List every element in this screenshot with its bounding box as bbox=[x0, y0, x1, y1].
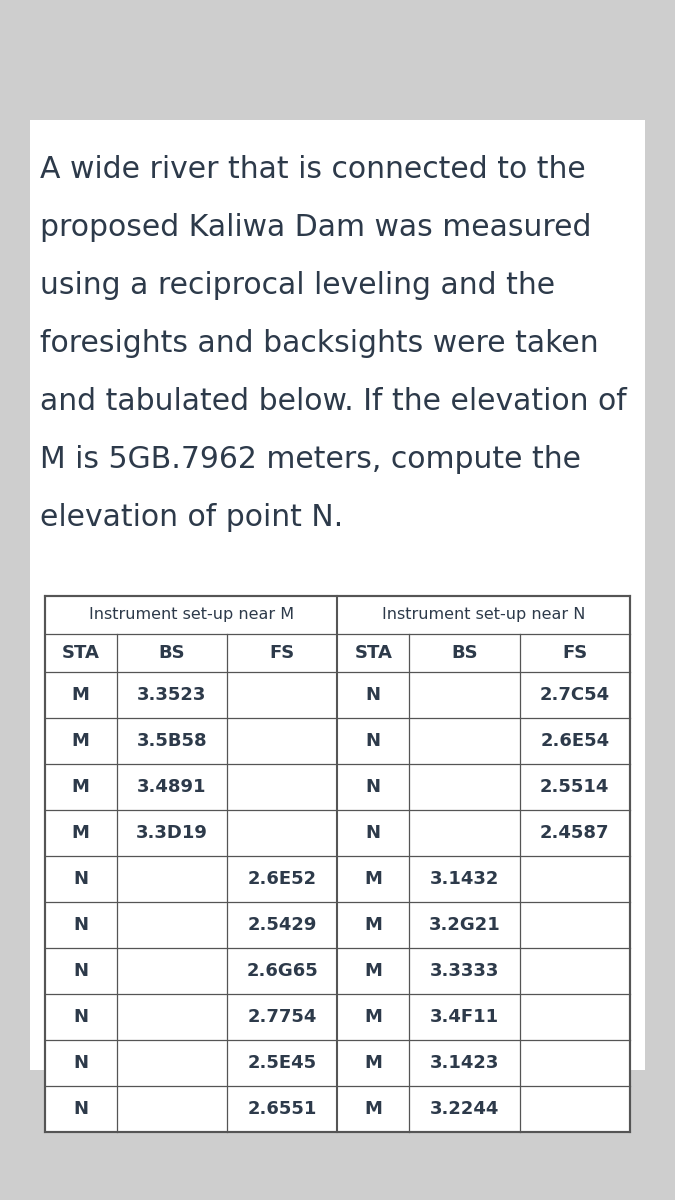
Text: N: N bbox=[74, 916, 88, 934]
Text: FS: FS bbox=[562, 644, 587, 662]
Text: 2.7C54: 2.7C54 bbox=[540, 686, 610, 704]
Text: N: N bbox=[74, 962, 88, 980]
Text: elevation of point N.: elevation of point N. bbox=[40, 503, 344, 532]
Text: 2.6551: 2.6551 bbox=[248, 1100, 317, 1118]
Text: N: N bbox=[366, 686, 381, 704]
Text: N: N bbox=[74, 1054, 88, 1072]
Text: FS: FS bbox=[269, 644, 295, 662]
Text: using a reciprocal leveling and the: using a reciprocal leveling and the bbox=[40, 271, 555, 300]
Text: M: M bbox=[72, 824, 90, 842]
Text: N: N bbox=[74, 1100, 88, 1118]
Text: 2.5514: 2.5514 bbox=[540, 778, 610, 796]
Text: A wide river that is connected to the: A wide river that is connected to the bbox=[40, 155, 586, 184]
Text: M: M bbox=[364, 1100, 382, 1118]
Text: M: M bbox=[364, 962, 382, 980]
Text: N: N bbox=[366, 778, 381, 796]
Text: M: M bbox=[364, 870, 382, 888]
Text: N: N bbox=[366, 732, 381, 750]
Text: M: M bbox=[364, 916, 382, 934]
Text: 2.6G65: 2.6G65 bbox=[246, 962, 318, 980]
Text: 3.3D19: 3.3D19 bbox=[136, 824, 208, 842]
Text: STA: STA bbox=[62, 644, 100, 662]
Text: Instrument set-up near N: Instrument set-up near N bbox=[382, 607, 585, 623]
Bar bbox=[30, 120, 645, 1070]
Text: and tabulated below. If the elevation of: and tabulated below. If the elevation of bbox=[40, 386, 627, 416]
Text: M: M bbox=[364, 1008, 382, 1026]
Text: BS: BS bbox=[159, 644, 185, 662]
Text: M: M bbox=[72, 732, 90, 750]
Text: 2.5429: 2.5429 bbox=[248, 916, 317, 934]
Text: 3.4891: 3.4891 bbox=[137, 778, 207, 796]
Text: N: N bbox=[74, 870, 88, 888]
Text: 2.6E54: 2.6E54 bbox=[540, 732, 610, 750]
Text: 2.5E45: 2.5E45 bbox=[248, 1054, 317, 1072]
Text: 3.1423: 3.1423 bbox=[429, 1054, 499, 1072]
Text: foresights and backsights were taken: foresights and backsights were taken bbox=[40, 329, 599, 358]
Text: N: N bbox=[366, 824, 381, 842]
Text: 3.3523: 3.3523 bbox=[137, 686, 207, 704]
Text: proposed Kaliwa Dam was measured: proposed Kaliwa Dam was measured bbox=[40, 214, 591, 242]
Text: M: M bbox=[72, 778, 90, 796]
Text: BS: BS bbox=[451, 644, 478, 662]
Text: 3.3333: 3.3333 bbox=[429, 962, 499, 980]
Text: 3.1432: 3.1432 bbox=[429, 870, 499, 888]
Text: M: M bbox=[72, 686, 90, 704]
Text: 2.4587: 2.4587 bbox=[540, 824, 610, 842]
Text: M is 5GB.7962 meters, compute the: M is 5GB.7962 meters, compute the bbox=[40, 445, 581, 474]
Text: 3.2244: 3.2244 bbox=[429, 1100, 499, 1118]
Text: 2.6E52: 2.6E52 bbox=[248, 870, 317, 888]
Text: 3.2G21: 3.2G21 bbox=[429, 916, 500, 934]
Text: 3.5B58: 3.5B58 bbox=[136, 732, 207, 750]
Bar bbox=[45, 596, 630, 1132]
Text: M: M bbox=[364, 1054, 382, 1072]
Text: 3.4F11: 3.4F11 bbox=[430, 1008, 499, 1026]
Text: STA: STA bbox=[354, 644, 392, 662]
Text: 2.7754: 2.7754 bbox=[248, 1008, 317, 1026]
Text: Instrument set-up near M: Instrument set-up near M bbox=[88, 607, 294, 623]
Text: N: N bbox=[74, 1008, 88, 1026]
